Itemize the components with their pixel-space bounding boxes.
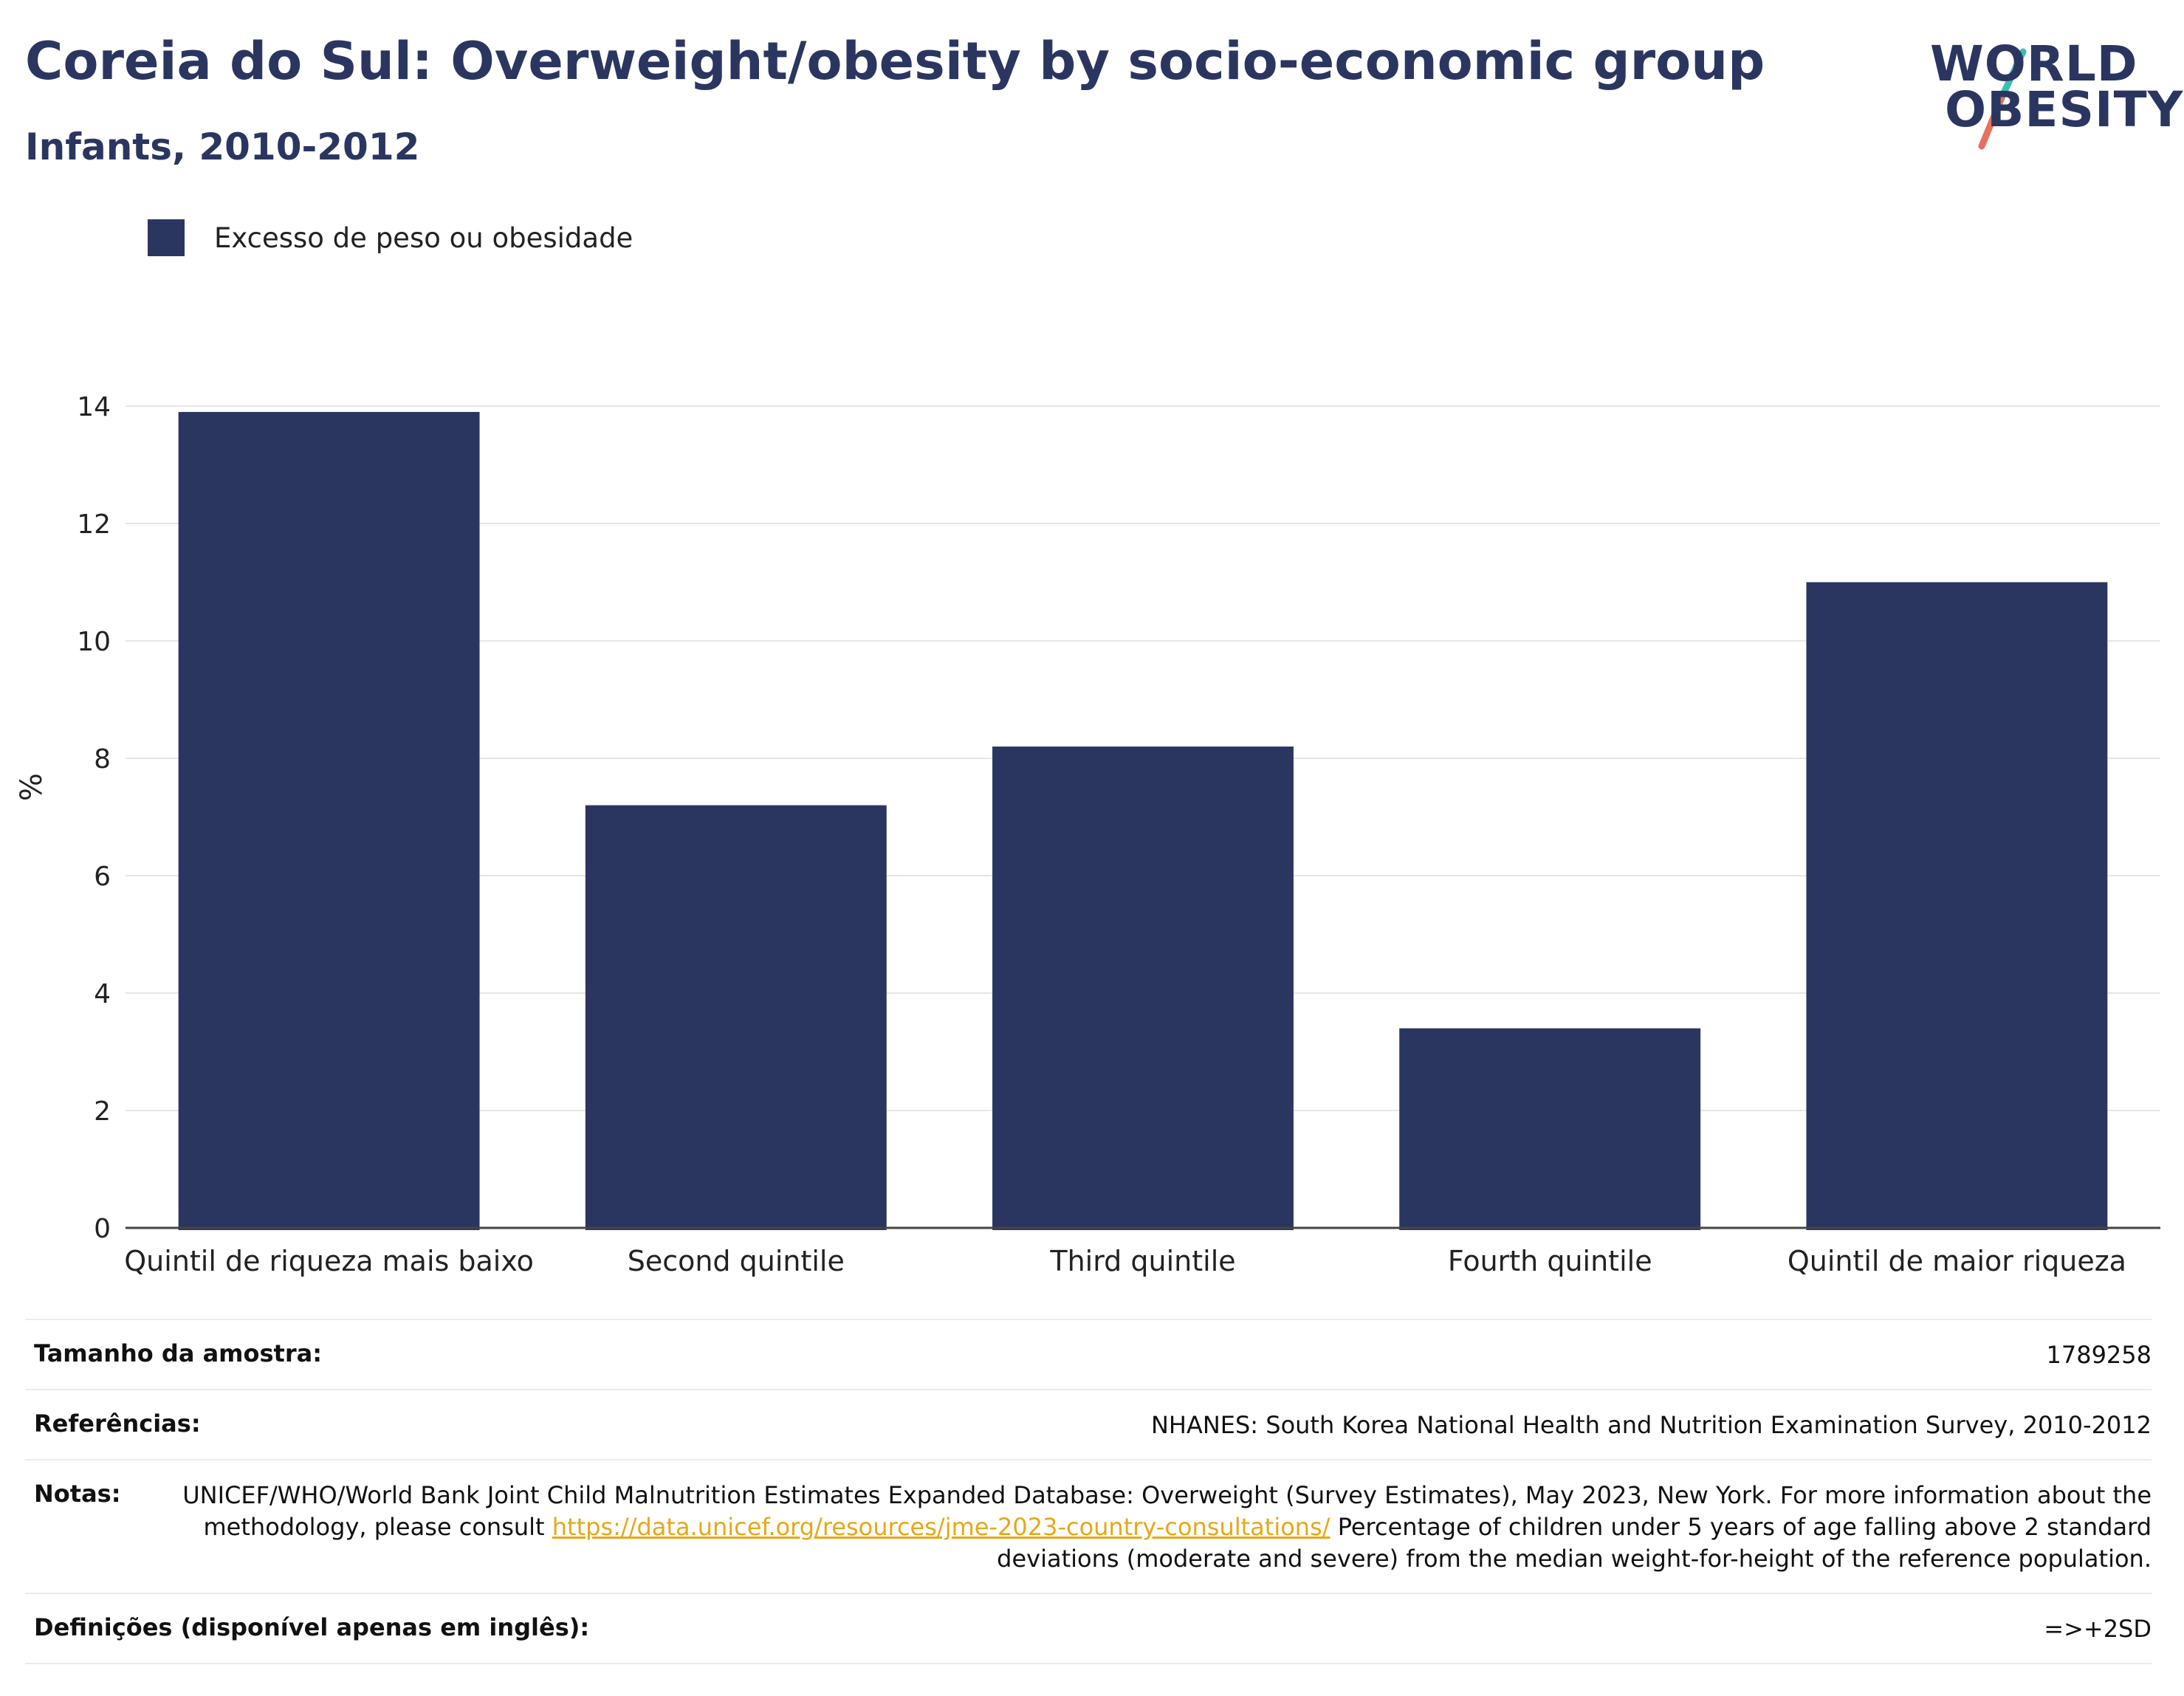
bar — [1399, 1028, 1701, 1230]
x-tick-label: Quintil de maior riqueza — [1788, 1245, 2126, 1277]
y-tick-label: 4 — [94, 979, 111, 1009]
references-label: Referências: — [34, 1410, 201, 1438]
references-value: NHANES: South Korea National Health and … — [1150, 1411, 2152, 1439]
bar — [178, 411, 480, 1231]
y-tick-label: 2 — [94, 1096, 111, 1127]
notes-text-after: Percentage of children under 5 years of … — [997, 1513, 2152, 1573]
notes-link[interactable]: https://data.unicef.org/resources/jme-20… — [552, 1513, 1330, 1541]
definitions-label: Definições (disponível apenas em inglês)… — [34, 1613, 590, 1641]
sample-size-label: Tamanho da amostra: — [34, 1339, 322, 1367]
logo-line-1: WORLD — [1930, 35, 2138, 92]
world-obesity-logo: WORLD OBESITY — [1920, 22, 2183, 162]
y-tick-label: 6 — [94, 862, 111, 892]
bar — [992, 746, 1294, 1230]
x-tick-label: Fourth quintile — [1448, 1245, 1652, 1277]
y-tick-label: 14 — [77, 392, 111, 422]
chart-title: Coreia do Sul: Overweight/obesity by soc… — [25, 31, 1765, 92]
definitions-value: =>+2SD — [2044, 1615, 2152, 1643]
chart-subtitle: Infants, 2010-2012 — [25, 126, 420, 168]
x-tick-label: Quintil de riqueza mais baixo — [124, 1245, 534, 1277]
sample-size-row: Tamanho da amostra: 1789258 — [25, 1319, 2152, 1389]
info-table: Tamanho da amostra: 1789258 Referências:… — [25, 1319, 2152, 1664]
bar — [1806, 582, 2108, 1230]
notes-row: Notas: UNICEF/WHO/World Bank Joint Child… — [25, 1459, 2152, 1593]
y-tick-label: 12 — [77, 509, 111, 540]
definitions-row: Definições (disponível apenas em inglês)… — [25, 1593, 2152, 1664]
logo-slash-icon — [1978, 48, 2027, 150]
notes-label: Notas: — [34, 1480, 121, 1508]
sample-size-value: 1789258 — [2046, 1341, 2152, 1369]
logo-line-2: OBESITY — [1945, 81, 2184, 138]
y-tick-label: 8 — [94, 744, 111, 775]
legend-label: Excesso de peso ou obesidade — [214, 222, 633, 254]
legend-swatch — [148, 219, 185, 256]
bar — [585, 805, 887, 1230]
y-tick-label: 10 — [77, 627, 111, 657]
x-tick-label: Second quintile — [628, 1245, 845, 1277]
notes-value: UNICEF/WHO/World Bank Joint Child Malnut… — [165, 1480, 2152, 1575]
references-row: Referências: NHANES: South Korea Nationa… — [25, 1389, 2152, 1459]
legend: Excesso de peso ou obesidade — [148, 219, 633, 257]
y-tick-label: 0 — [94, 1214, 111, 1244]
notes-text-before: UNICEF/WHO/World Bank Joint Child Malnut… — [182, 1481, 2152, 1541]
bar-chart: 0 2 4 6 8 10 12 14 Quintil de riqueza mais baixo… — [77, 392, 2160, 1277]
x-tick-label: Third quintile — [1049, 1245, 1235, 1277]
